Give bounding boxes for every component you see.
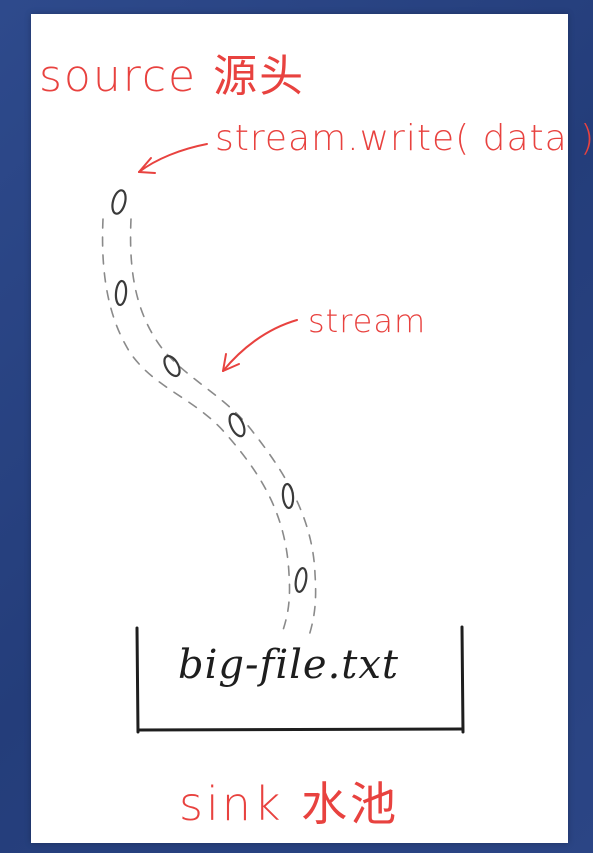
stream-diagram <box>101 143 465 734</box>
chunk-icon <box>294 567 308 593</box>
bucket-icon <box>135 625 465 734</box>
stream-dashed-path <box>101 218 317 637</box>
file-label: big-file.txt <box>178 642 400 688</box>
chunk-icon <box>163 354 181 378</box>
source-label: source 源头 <box>39 51 306 102</box>
arrow-icon <box>138 143 208 174</box>
stream-label: stream <box>308 302 427 340</box>
chunk-icon <box>281 482 295 510</box>
chunk-icon <box>228 412 246 438</box>
diagram-card: source 源头 stream.write( data ) stream bi… <box>31 14 593 843</box>
sink-label: sink 水池 <box>179 777 400 831</box>
chunk-icon <box>114 279 128 307</box>
data-chunks <box>111 189 308 593</box>
arrow-icon <box>222 319 298 372</box>
write-call-label: stream.write( data ) <box>215 118 593 159</box>
chunk-icon <box>111 189 127 215</box>
